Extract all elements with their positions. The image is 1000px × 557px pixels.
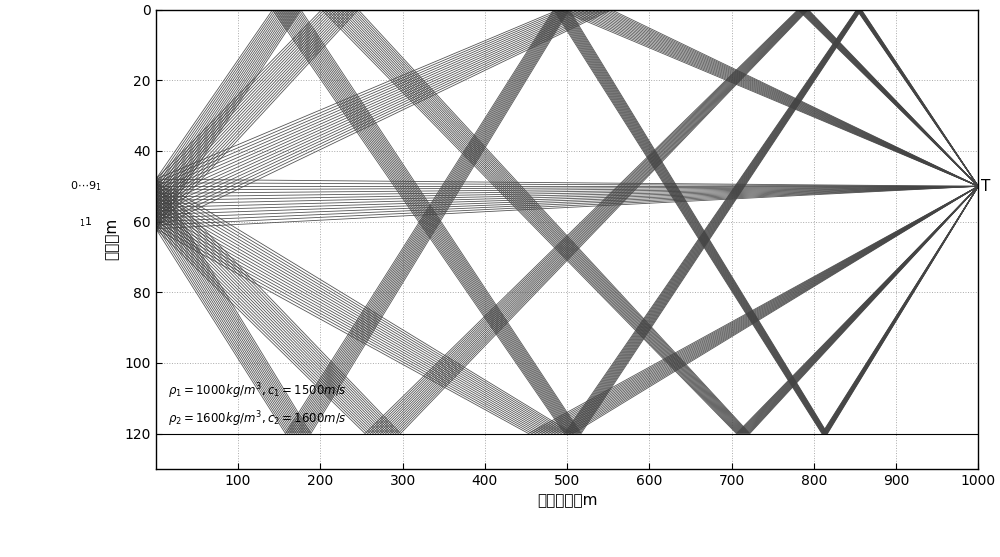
Text: T: T (981, 179, 990, 194)
Text: $\rho_2=1600kg/m^3,c_2=1600m/s$: $\rho_2=1600kg/m^3,c_2=1600m/s$ (168, 409, 347, 429)
Text: $0{\cdots}9_1$: $0{\cdots}9_1$ (70, 179, 102, 193)
X-axis label: 水平距离／m: 水平距离／m (537, 494, 597, 509)
Text: $_{1}1$: $_{1}1$ (79, 214, 93, 228)
Text: $\rho_1=1000kg/m^3,c_1=1500m/s$: $\rho_1=1000kg/m^3,c_1=1500m/s$ (168, 382, 347, 401)
Y-axis label: 深度／m: 深度／m (104, 218, 119, 260)
